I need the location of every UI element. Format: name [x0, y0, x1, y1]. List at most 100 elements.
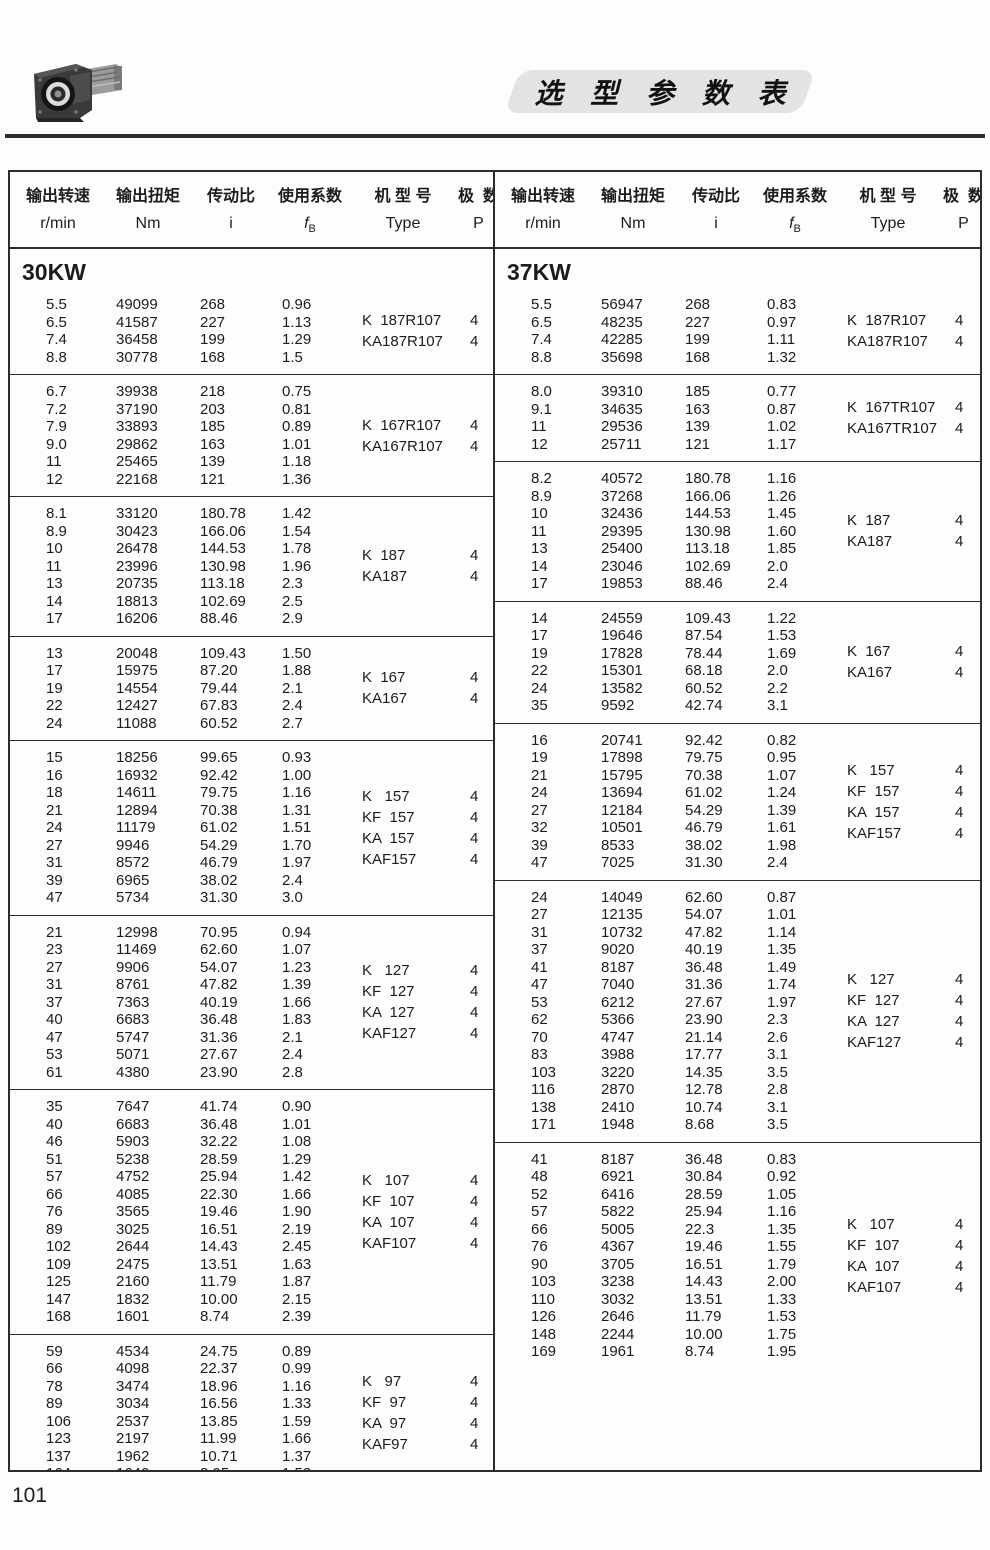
cell-service-factor: 1.17 [767, 435, 797, 453]
power-label: 30KW [22, 259, 86, 286]
cell-ratio: 16.51 [200, 1220, 238, 1238]
gear-motor-image [26, 56, 130, 126]
cell-speed: 66 [46, 1185, 63, 1203]
cell-torque: 49099 [116, 296, 158, 314]
cell-speed: 70 [531, 1028, 548, 1046]
unit-subscript: B [308, 223, 316, 236]
cell-speed: 52 [531, 1185, 548, 1203]
cell-torque: 25711 [601, 435, 642, 453]
cell-speed: 32 [531, 819, 548, 837]
type-row: KF 127 4 [833, 990, 980, 1011]
cell-torque: 12184 [601, 801, 643, 819]
type-list: K 187R107 4 KA187R107 4 [348, 296, 493, 366]
cell-ratio: 17.77 [685, 1046, 723, 1064]
cell-ratio: 168 [685, 348, 711, 366]
selection-table: 输出转速 r/min 输出扭矩 Nm 传动比 i 使用系数 fB 机 型 号 Type 极 数 P 30… [8, 170, 982, 1472]
cell-torque: 1832 [116, 1290, 150, 1308]
gear-series-block: 8.1 33120 180.78 1.42 8.9 30423 166.06 1.54 10 26… [10, 497, 493, 637]
cell-torque: 5005 [601, 1220, 635, 1238]
cell-torque: 3565 [116, 1203, 150, 1221]
cell-torque: 11088 [116, 714, 157, 732]
cell-speed: 14 [531, 609, 548, 627]
type-name: K 107 [847, 1215, 895, 1233]
cell-speed: 39 [531, 836, 548, 854]
type-poles: 4 [470, 437, 479, 455]
cell-torque: 17898 [601, 749, 643, 767]
cell-ratio: 166.06 [685, 487, 731, 505]
cell-speed: 14 [531, 557, 548, 575]
cell-service-factor: 1.32 [767, 348, 797, 366]
column-header-unit: r/min [40, 215, 76, 232]
cell-speed: 109 [46, 1255, 72, 1273]
cell-torque: 23996 [116, 557, 158, 575]
cell-service-factor: 1.18 [282, 453, 312, 471]
cell-torque: 19646 [601, 627, 643, 645]
type-row: KA 157 4 [833, 802, 980, 823]
column-header-label: 极 数 [458, 188, 495, 205]
cell-service-factor: 1.36 [282, 470, 312, 488]
cell-service-factor: 1.01 [282, 435, 312, 453]
cell-ratio: 87.20 [200, 662, 238, 680]
cell-torque: 39938 [116, 383, 158, 401]
cell-ratio: 11.79 [200, 1273, 237, 1291]
cell-speed: 24 [46, 819, 63, 837]
cell-ratio: 36.48 [200, 1115, 238, 1133]
cell-speed: 11 [531, 522, 547, 540]
cell-ratio: 31.36 [685, 976, 723, 994]
cell-service-factor: 0.82 [767, 731, 797, 749]
cell-speed: 7.4 [46, 331, 67, 349]
cell-torque: 4367 [601, 1238, 635, 1256]
cell-service-factor: 1.53 [767, 627, 797, 645]
cell-torque: 6965 [116, 871, 150, 889]
cell-ratio: 144.53 [200, 540, 246, 558]
cell-speed: 103 [531, 1063, 557, 1081]
column-header-label: 使用系数 [277, 188, 342, 205]
type-list: K 167 4 KA167 4 [348, 645, 493, 733]
cell-speed: 12 [531, 435, 548, 453]
gear-series-block: 5.5 49099 268 0.96 6.5 41587 227 1.13 7.4 36458 19… [10, 288, 493, 376]
cell-service-factor: 1.45 [767, 505, 797, 523]
type-poles: 4 [470, 1192, 479, 1210]
cell-ratio: 113.18 [200, 575, 245, 593]
type-name: KAF157 [362, 850, 417, 868]
cell-speed: 46 [46, 1133, 63, 1151]
type-poles: 4 [955, 971, 964, 989]
cell-ratio: 16.51 [685, 1255, 723, 1273]
cell-speed: 13 [531, 540, 548, 558]
cell-speed: 90 [531, 1255, 548, 1273]
cell-speed: 102 [46, 1238, 72, 1256]
cell-service-factor: 1.31 [282, 801, 312, 819]
type-name: K 187R107 [847, 312, 927, 330]
cell-torque: 2870 [601, 1081, 635, 1099]
column-header-type: 机 型 号 Type [833, 182, 943, 235]
type-poles: 4 [470, 962, 479, 980]
type-row: K 167TR107 4 [833, 397, 980, 418]
cell-ratio: 199 [200, 331, 226, 349]
cell-ratio: 70.95 [200, 923, 238, 941]
cell-speed: 7.4 [531, 331, 552, 349]
cell-speed: 19 [531, 644, 548, 662]
cell-speed: 31 [531, 923, 548, 941]
cell-ratio: 218 [200, 383, 226, 401]
column-header-unit: Nm [620, 215, 646, 232]
type-row: K 97 4 [348, 1371, 493, 1392]
type-row: KA187R107 4 [348, 331, 493, 352]
cell-torque: 14611 [116, 784, 157, 802]
cell-ratio: 79.44 [200, 679, 238, 697]
cell-ratio: 139 [200, 453, 226, 471]
page-title: 选 型 参 数 表 [534, 77, 796, 109]
type-list: K 167 4 KA167 4 [833, 610, 980, 715]
type-row: KA 157 4 [348, 828, 493, 849]
type-poles: 4 [955, 1278, 964, 1296]
cell-speed: 6.7 [46, 383, 67, 401]
cell-torque: 25465 [116, 453, 158, 471]
cell-ratio: 185 [200, 418, 226, 436]
type-row: K 107 4 [348, 1170, 493, 1191]
column-header-label: 传动比 [206, 188, 255, 205]
gear-motor-illustration [34, 64, 122, 122]
cell-speed: 147 [46, 1290, 72, 1308]
type-row: K 167 4 [348, 667, 493, 688]
type-row: KA 127 4 [348, 1002, 493, 1023]
cell-service-factor: 1.95 [767, 1343, 797, 1361]
column-header-label: 输出转速 [510, 188, 575, 205]
